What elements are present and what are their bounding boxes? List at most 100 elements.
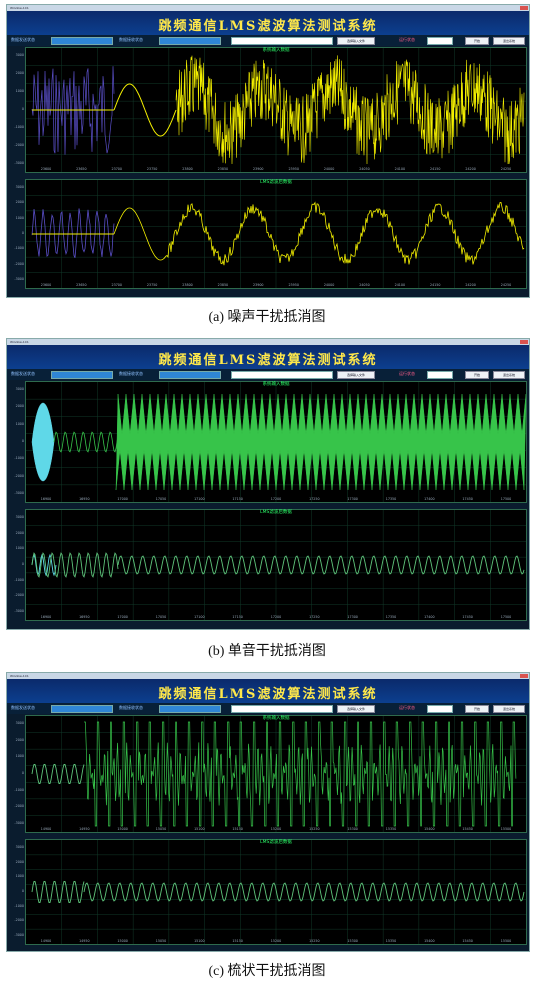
y-tick-label: -2000 bbox=[14, 143, 24, 147]
x-tick-label: 17000 bbox=[117, 615, 128, 619]
file-path-field[interactable] bbox=[231, 37, 333, 45]
y-tick-label: -2000 bbox=[14, 918, 24, 923]
y-tick-label: -2000 bbox=[14, 593, 24, 598]
x-tick-label: 23650 bbox=[76, 167, 87, 171]
y-tick-label: 2000 bbox=[15, 404, 24, 409]
close-button[interactable] bbox=[520, 674, 528, 678]
x-tick-label: 17050 bbox=[156, 615, 167, 619]
start-button[interactable]: 开始 bbox=[465, 705, 489, 713]
y-tick-label: -1000 bbox=[14, 577, 24, 582]
x-tick-label: 15000 bbox=[117, 827, 128, 831]
input-waveform-chart: 14900 14950 15000 15050 15100 15150 15200 15250… bbox=[26, 716, 526, 832]
y-tick-label: -1000 bbox=[14, 125, 24, 129]
x-tick-label: 23850 bbox=[218, 283, 229, 287]
screenshot-panel-c: Window-1C1 跳频通信LMS滤波算法测试系统 数据发送状态 数据接收状态… bbox=[6, 672, 530, 952]
run-status-field[interactable] bbox=[427, 37, 453, 45]
x-tick-label: 15450 bbox=[462, 939, 473, 943]
y-tick-label: 3000 bbox=[15, 53, 24, 57]
x-tick-label: 23950 bbox=[288, 167, 299, 171]
x-tick-label: 15350 bbox=[386, 939, 397, 943]
y-tick-label: -3000 bbox=[14, 609, 24, 613]
y-tick-label: 2000 bbox=[15, 859, 24, 864]
x-tick-label: 23600 bbox=[41, 283, 52, 287]
x-tick-label: 23800 bbox=[182, 167, 193, 171]
run-status-field[interactable] bbox=[427, 371, 453, 379]
y-tick-label: 0 bbox=[21, 771, 24, 775]
x-tick-label: 15200 bbox=[271, 939, 282, 943]
x-tick-label: 15100 bbox=[194, 939, 205, 943]
exit-button[interactable]: 退出系统 bbox=[493, 37, 525, 45]
app-title: 跳频通信LMS滤波算法测试系统 bbox=[158, 353, 378, 368]
x-tick-label: 17500 bbox=[501, 497, 512, 501]
y-tick-label: 0 bbox=[21, 889, 24, 893]
x-tick-label: 24150 bbox=[430, 167, 441, 171]
x-tick-label: 15400 bbox=[424, 827, 435, 831]
y-tick-label: 1000 bbox=[15, 754, 24, 759]
y-tick-label: -3000 bbox=[14, 491, 24, 495]
receive-status-field[interactable] bbox=[159, 705, 221, 713]
x-tick-label: 23850 bbox=[218, 167, 229, 171]
y-tick-label: 0 bbox=[21, 562, 24, 566]
y-tick-label: 3000 bbox=[15, 515, 24, 519]
y-tick-label: -3000 bbox=[14, 161, 24, 165]
window-title: Window-1C1 bbox=[10, 6, 29, 10]
filtered-signal-trace bbox=[83, 882, 525, 902]
file-path-field[interactable] bbox=[231, 371, 333, 379]
load-file-button[interactable]: 选择输入文件 bbox=[337, 705, 375, 713]
cyan-burst bbox=[31, 403, 55, 481]
send-status-field[interactable] bbox=[51, 37, 113, 45]
x-tick-label: 14900 bbox=[41, 827, 52, 831]
x-tick-label: 24200 bbox=[465, 283, 476, 287]
load-file-button[interactable]: 选择输入文件 bbox=[337, 37, 375, 45]
x-tick-label: 14950 bbox=[79, 827, 90, 831]
control-bar: 数据发送状态 数据接收状态 选择输入文件 运行状态 开始 退出系统 bbox=[7, 369, 529, 380]
app-banner: 跳频通信LMS滤波算法测试系统 bbox=[7, 679, 529, 703]
run-status-field[interactable] bbox=[427, 705, 453, 713]
raw-signal-trace bbox=[31, 66, 115, 155]
tone-segment bbox=[53, 431, 119, 453]
x-tick-label: 17350 bbox=[386, 615, 397, 619]
app-banner: 跳频通信LMS滤波算法测试系统 bbox=[7, 345, 529, 369]
x-tick-label: 15500 bbox=[501, 827, 512, 831]
send-status-field[interactable] bbox=[51, 705, 113, 713]
y-tick-label: -2000 bbox=[14, 804, 24, 809]
receive-status-field[interactable] bbox=[159, 371, 221, 379]
x-tick-label: 15300 bbox=[347, 827, 358, 831]
x-tick-label: 17100 bbox=[194, 615, 205, 619]
send-status-field[interactable] bbox=[51, 371, 113, 379]
app-title: 跳频通信LMS滤波算法测试系统 bbox=[158, 687, 378, 702]
input-plot-title: 系统输入数据 bbox=[262, 48, 290, 53]
x-tick-label: 17150 bbox=[232, 615, 243, 619]
x-tick-label: 17200 bbox=[271, 497, 282, 501]
x-tick-label: 23900 bbox=[253, 283, 263, 287]
x-tick-label: 17250 bbox=[309, 497, 320, 501]
start-button[interactable]: 开始 bbox=[465, 371, 489, 379]
x-tick-label: 16900 bbox=[41, 497, 52, 501]
exit-button[interactable]: 退出系统 bbox=[493, 371, 525, 379]
exit-button[interactable]: 退出系统 bbox=[493, 705, 525, 713]
y-tick-label: 3000 bbox=[15, 845, 24, 849]
load-file-button[interactable]: 选择输入文件 bbox=[337, 371, 375, 379]
y-tick-label: -2000 bbox=[14, 261, 24, 266]
x-tick-label: 23750 bbox=[147, 283, 158, 287]
close-button[interactable] bbox=[520, 340, 528, 344]
caption-a: (a) 噪声干扰抵消图 bbox=[208, 310, 326, 325]
send-status-label: 数据发送状态 bbox=[11, 371, 35, 376]
x-tick-label: 17400 bbox=[424, 615, 435, 619]
output-waveform-chart: 16900 16950 17000 17050 17100 17150 17200 17250… bbox=[26, 510, 526, 620]
x-tick-label: 17250 bbox=[309, 615, 320, 619]
receive-status-label: 数据接收状态 bbox=[119, 37, 143, 42]
filtered-signal-trace bbox=[117, 555, 525, 575]
file-path-field[interactable] bbox=[231, 705, 333, 713]
x-tick-label: 15150 bbox=[232, 939, 243, 943]
x-tick-label: 15050 bbox=[156, 827, 167, 831]
raw-signal-trace bbox=[31, 208, 115, 258]
receive-status-label: 数据接收状态 bbox=[119, 371, 143, 376]
receive-status-field[interactable] bbox=[159, 37, 221, 45]
input-waveform-chart: 23600 23650 23700 23750 23800 23850 23900 23950… bbox=[26, 48, 526, 172]
y-tick-label: -1000 bbox=[14, 903, 24, 908]
start-button[interactable]: 开始 bbox=[465, 37, 489, 45]
close-button[interactable] bbox=[520, 6, 528, 10]
y-tick-label: 1000 bbox=[15, 546, 24, 551]
x-tick-label: 17100 bbox=[194, 497, 205, 501]
